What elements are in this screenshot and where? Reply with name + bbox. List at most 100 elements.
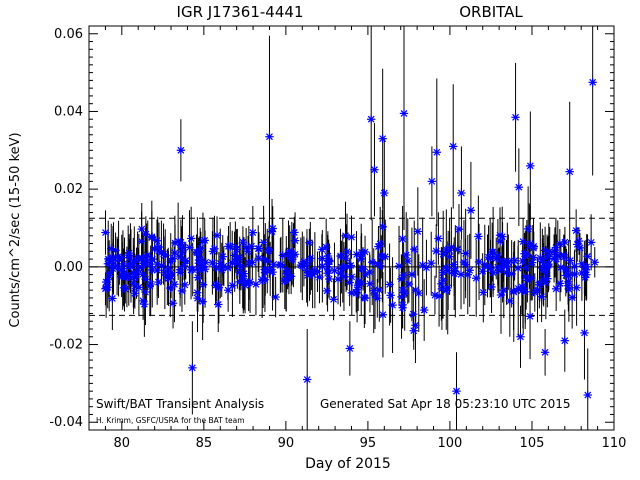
- data-point: [365, 279, 375, 288]
- data-point: [545, 247, 554, 256]
- data-point: [345, 344, 355, 353]
- data-point: [528, 258, 537, 267]
- data-point: [271, 292, 280, 302]
- data-point: [518, 256, 527, 266]
- data-point: [418, 260, 427, 270]
- x-tick-label: 105: [520, 436, 545, 451]
- data-point: [346, 261, 355, 270]
- data-point: [441, 263, 450, 272]
- data-point: [526, 161, 535, 171]
- data-point: [347, 288, 356, 298]
- data-point: [342, 247, 352, 257]
- data-point: [305, 238, 314, 247]
- data-point: [153, 243, 162, 253]
- data-point: [567, 293, 577, 302]
- data-point: [130, 289, 140, 298]
- y-tick-label: 0.02: [54, 182, 83, 197]
- data-point: [138, 270, 148, 279]
- data-point: [147, 232, 157, 241]
- x-tick-label: 85: [196, 436, 213, 451]
- data-point: [516, 332, 525, 341]
- data-point: [522, 250, 532, 260]
- data-point: [168, 254, 178, 263]
- data-point: [341, 254, 351, 263]
- data-point: [573, 240, 582, 249]
- data-point: [268, 267, 277, 277]
- data-point: [194, 255, 204, 265]
- x-tick-label: 90: [278, 436, 295, 451]
- data-point: [494, 266, 504, 275]
- data-point: [138, 296, 148, 306]
- data-point: [555, 239, 565, 249]
- data-point: [450, 266, 459, 275]
- data-point: [290, 228, 299, 237]
- data-point: [560, 336, 569, 345]
- data-point: [152, 266, 162, 275]
- data-point: [161, 251, 170, 260]
- y-tick-label: 0.04: [54, 104, 83, 119]
- data-point: [386, 291, 395, 300]
- data-point: [409, 326, 418, 335]
- data-point: [432, 246, 441, 256]
- footer-left-small: H. Krimm, GSFC/USRA for the BAT team: [96, 416, 245, 425]
- data-point: [137, 224, 146, 234]
- data-point: [260, 268, 270, 277]
- data-point: [543, 274, 552, 283]
- data-point: [590, 258, 599, 267]
- data-point: [214, 300, 223, 309]
- data-point: [323, 269, 332, 278]
- data-point: [366, 115, 376, 124]
- data-point: [208, 258, 217, 268]
- data-point: [141, 287, 150, 297]
- chart-subtitle: ORBITAL: [459, 3, 523, 21]
- data-point: [544, 252, 554, 261]
- data-point: [353, 281, 363, 290]
- data-point: [397, 274, 406, 284]
- data-point: [487, 247, 497, 257]
- data-point: [378, 251, 387, 261]
- data-point: [388, 300, 397, 310]
- data-point: [185, 243, 194, 252]
- data-point: [530, 288, 539, 297]
- data-point: [513, 263, 523, 273]
- data-point: [198, 297, 207, 306]
- data-point: [138, 254, 147, 263]
- data-point: [479, 288, 488, 297]
- data-point: [565, 167, 574, 176]
- data-point: [564, 284, 574, 294]
- data-point: [583, 252, 592, 261]
- data-point: [582, 262, 591, 271]
- data-point: [493, 251, 503, 261]
- data-point: [505, 296, 515, 306]
- data-point: [216, 259, 225, 268]
- data-point: [540, 264, 550, 274]
- data-point: [432, 148, 442, 157]
- data-point: [570, 269, 579, 279]
- data-point: [511, 113, 520, 122]
- data-point: [407, 270, 417, 279]
- data-point: [239, 272, 248, 281]
- data-point: [580, 328, 589, 338]
- y-axis-label: Counts/cm^2/sec (15-50 keV): [8, 132, 23, 327]
- data-point: [486, 264, 495, 273]
- y-tick-label: 0.00: [54, 260, 83, 275]
- data-point: [360, 294, 370, 303]
- data-point: [145, 281, 155, 291]
- data-point: [231, 242, 240, 251]
- x-axis-label: Day of 2015: [305, 456, 391, 472]
- data-point: [179, 261, 189, 271]
- data-point: [498, 258, 507, 267]
- data-point: [465, 266, 474, 275]
- data-point: [577, 259, 587, 269]
- data-point: [254, 244, 264, 253]
- data-point: [525, 239, 535, 249]
- data-point: [410, 245, 419, 254]
- data-point: [196, 243, 206, 253]
- data-point: [126, 253, 135, 263]
- data-point: [148, 254, 157, 264]
- data-point: [454, 224, 464, 234]
- data-point: [175, 268, 185, 277]
- data-point: [525, 312, 535, 321]
- data-point: [341, 231, 350, 240]
- data-point: [577, 268, 587, 278]
